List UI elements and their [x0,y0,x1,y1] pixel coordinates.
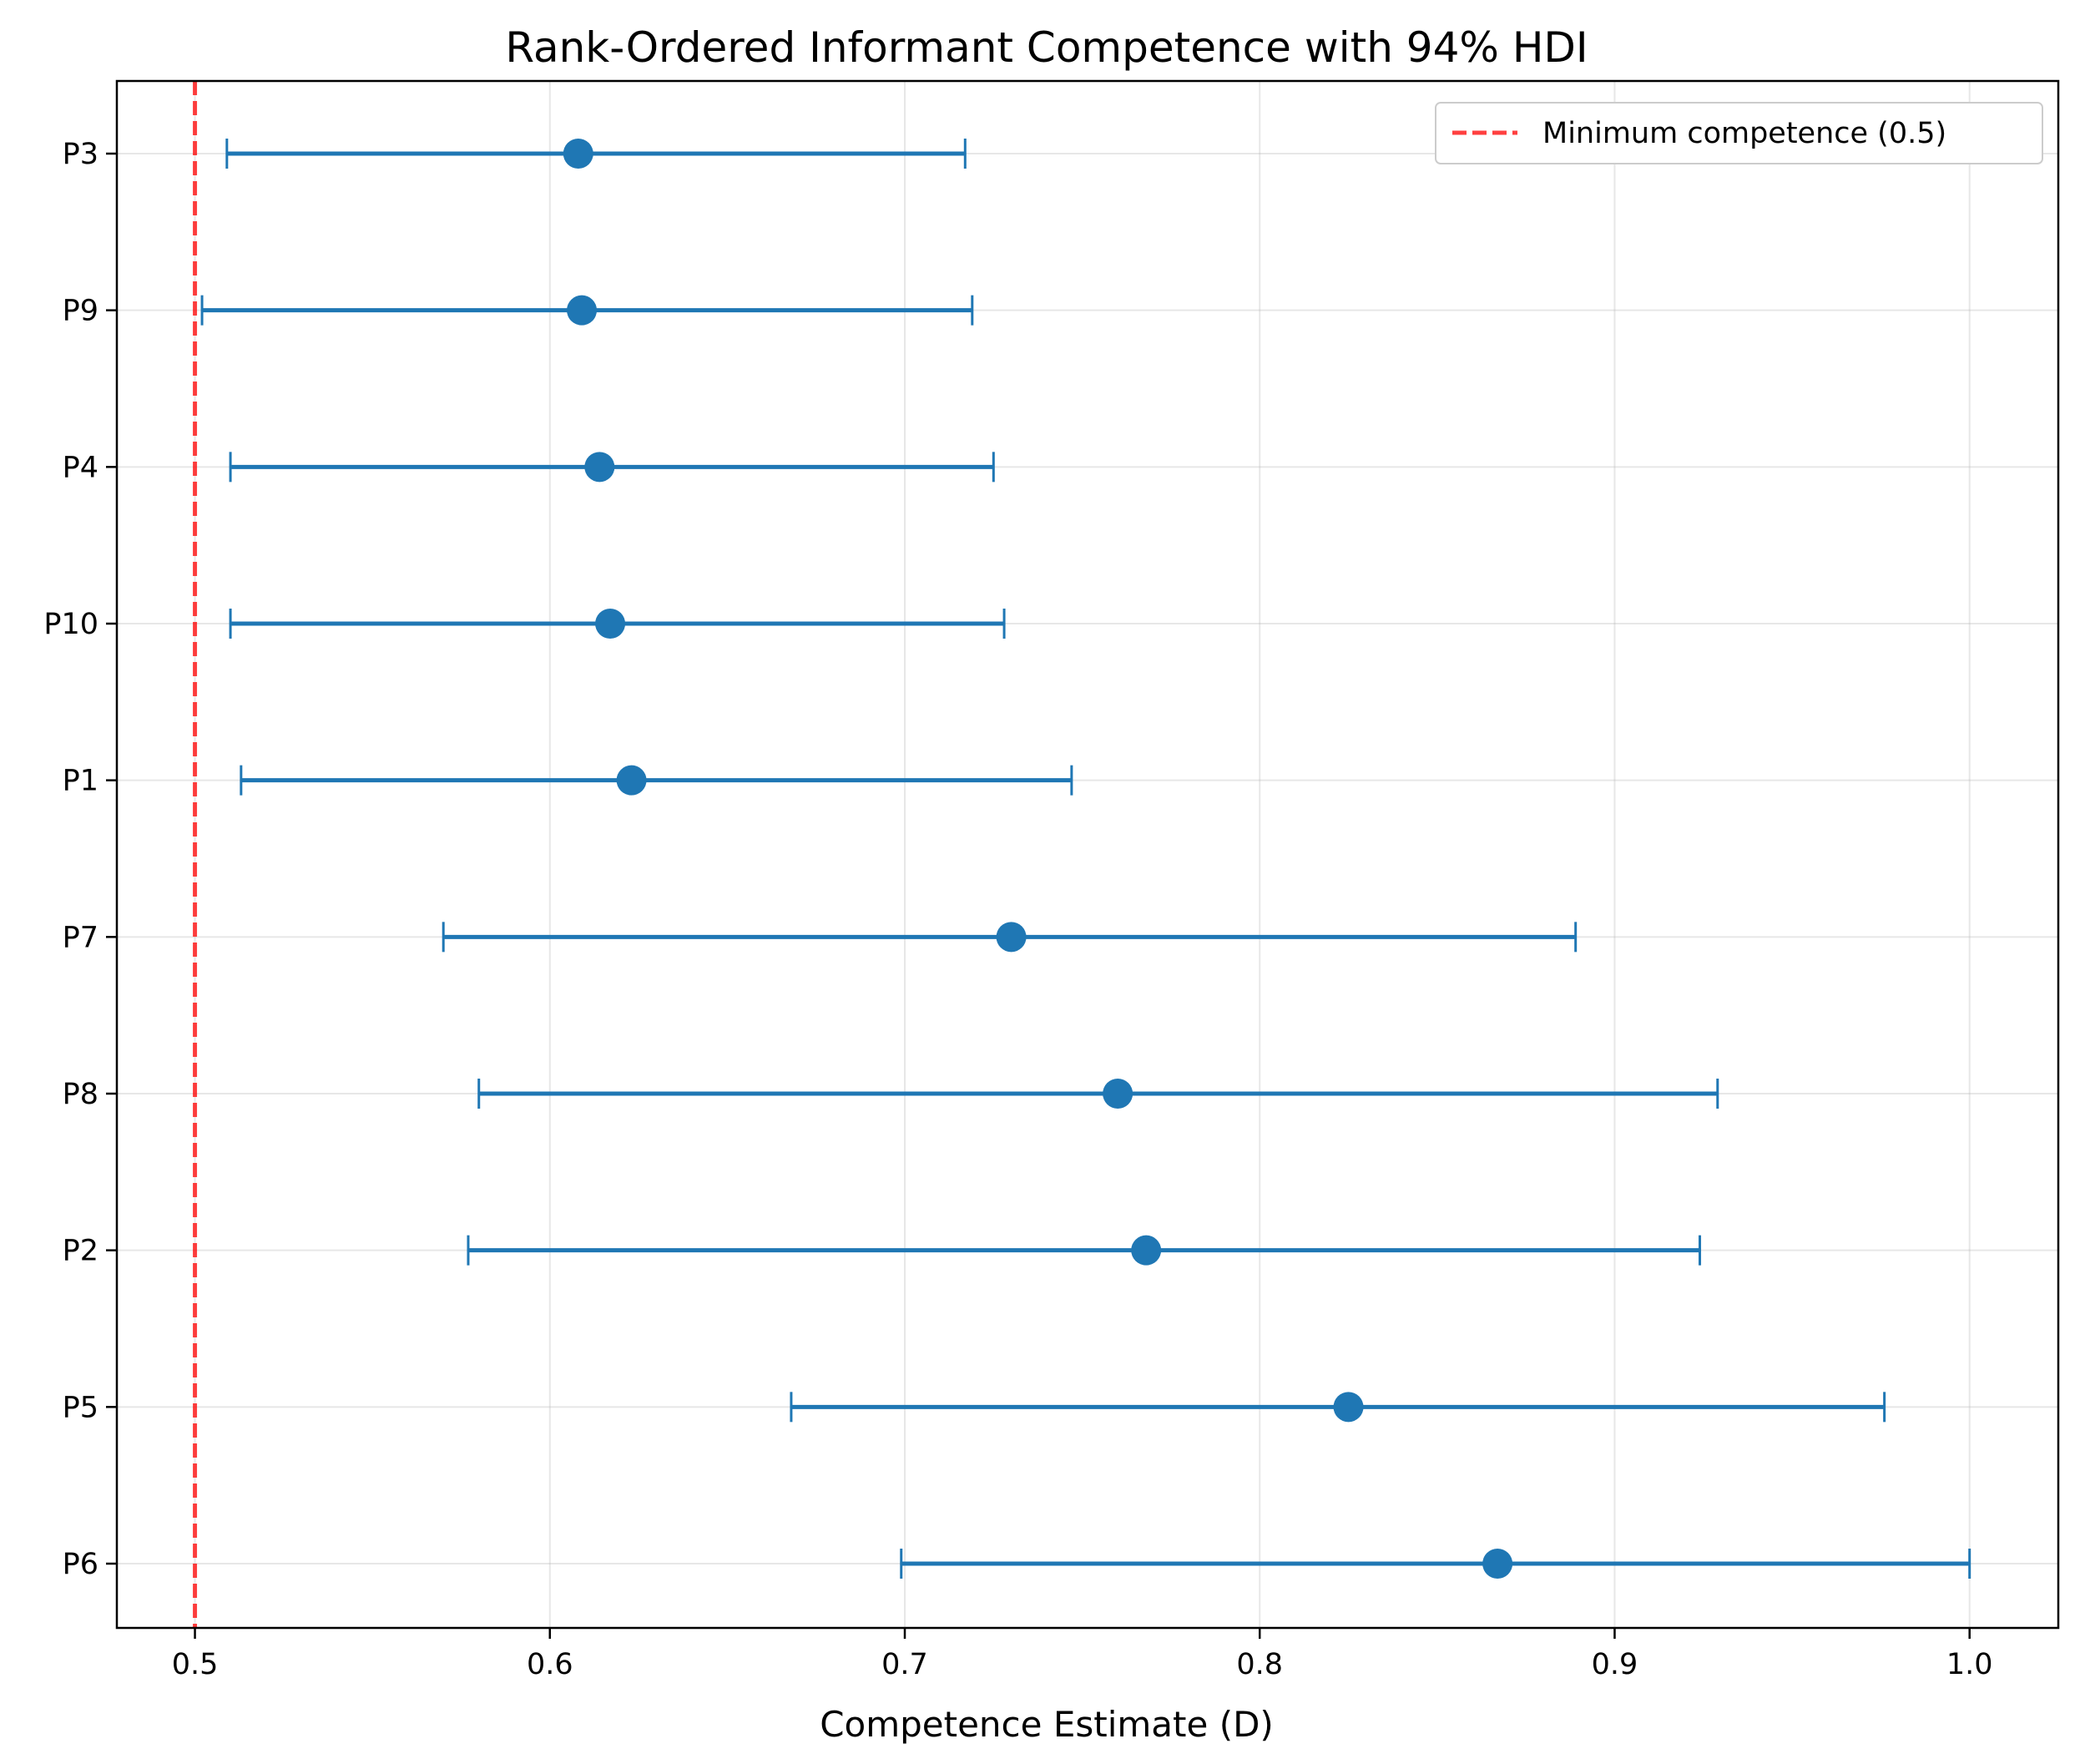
x-tick-label-4: 0.9 [1592,1648,1638,1681]
y-tick-label-2: P4 [63,451,98,484]
estimate-point [563,139,593,169]
errorbar-p9 [200,295,974,326]
estimate-point [616,765,647,796]
estimate-point [584,452,615,483]
x-tick-label-5: 1.0 [1946,1648,1993,1681]
legend: Minimum competence (0.5) [1435,102,2043,164]
legend-box [1435,102,2043,164]
y-tick-label-5: P7 [63,921,98,954]
y-tick-label-3: P10 [43,608,98,641]
errorbar-p3 [225,139,967,169]
legend-label: Minimum competence (0.5) [1542,117,1946,150]
grid [117,81,2058,1628]
estimate-point [1482,1549,1513,1579]
x-axis: 0.5 0.6 0.7 0.8 0.9 1.0 [172,1628,1993,1681]
errorbar-p6 [900,1549,1971,1579]
x-axis-label: Competence Estimate (D) [820,1704,1274,1745]
errorbar-p4 [229,452,995,483]
errorbar-p1 [240,765,1073,796]
x-tick-label-3: 0.8 [1236,1648,1283,1681]
errorbar-p7 [442,922,1578,953]
errorbar-p5 [790,1392,1886,1423]
estimate-point [996,922,1027,953]
errorbar-p8 [477,1079,1719,1109]
x-tick-label-1: 0.6 [527,1648,573,1681]
x-tick-label-2: 0.7 [881,1648,928,1681]
estimate-point [1333,1392,1364,1423]
plot-area [115,79,2060,1630]
y-tick-label-1: P9 [63,295,98,328]
y-tick-label-6: P8 [63,1078,98,1111]
y-tick-label-7: P2 [63,1235,98,1268]
estimate-point [595,609,626,639]
y-tick-label-0: P3 [63,138,98,171]
estimate-point [1103,1079,1133,1109]
estimate-point [567,295,598,326]
y-tick-label-8: P5 [63,1391,98,1424]
y-axis: P3 P9 P4 P10 P1 P7 P8 P2 P5 P6 [43,138,117,1581]
estimate-point [1131,1235,1162,1266]
errorbar-p2 [467,1235,1702,1266]
errorbar-p10 [229,609,1006,639]
chart-title: Rank-Ordered Informant Competence with 9… [505,23,1588,72]
x-tick-label-0: 0.5 [172,1648,219,1681]
y-tick-label-9: P6 [63,1548,98,1581]
y-tick-label-4: P1 [63,765,98,798]
series-layer [200,139,1971,1579]
